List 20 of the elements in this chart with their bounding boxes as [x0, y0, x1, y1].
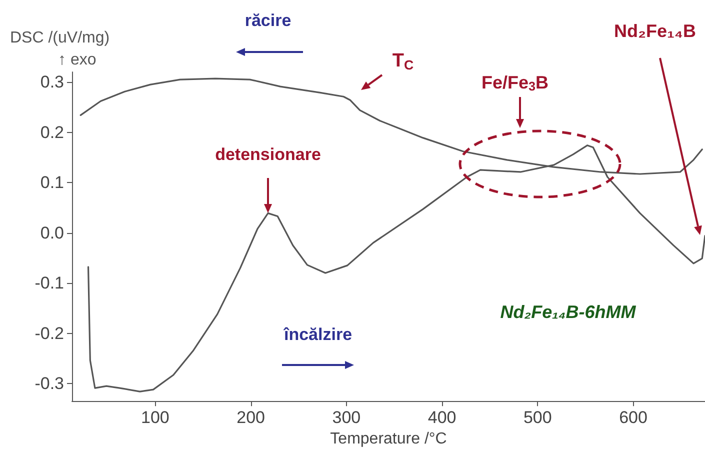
text: Nd₂Fe₁₄B — [614, 21, 696, 41]
annotation: detensionare — [215, 145, 321, 164]
x-tick-label: 100 — [141, 408, 170, 428]
y-tick-label: -0.2 — [34, 324, 64, 343]
y-tick-label: -0.1 — [34, 274, 64, 293]
y-axis-title: DSC /(uV/mg) ↑ exo — [10, 30, 110, 68]
y-tick-label: -0.3 — [34, 374, 64, 394]
x-tick-label: 200 — [236, 408, 265, 428]
x-axis-title: Temperature /°C — [330, 430, 447, 448]
y-tick-label: 0.1 — [40, 173, 64, 192]
x-tick-label: 500 — [523, 408, 552, 428]
annotation: Nd₂Fe₁₄B-6hMM — [500, 302, 637, 322]
annotation: încălzire — [282, 325, 352, 344]
x-tick-label: 400 — [428, 408, 456, 428]
text: răcire — [244, 11, 292, 30]
x-tick-label: 600 — [619, 408, 648, 428]
y-tick-label: 0.0 — [40, 223, 64, 242]
y-tick-label: 0.3 — [40, 72, 64, 92]
x-tick-label: 300 — [332, 408, 361, 428]
y-tick-label: 0.2 — [40, 122, 64, 142]
